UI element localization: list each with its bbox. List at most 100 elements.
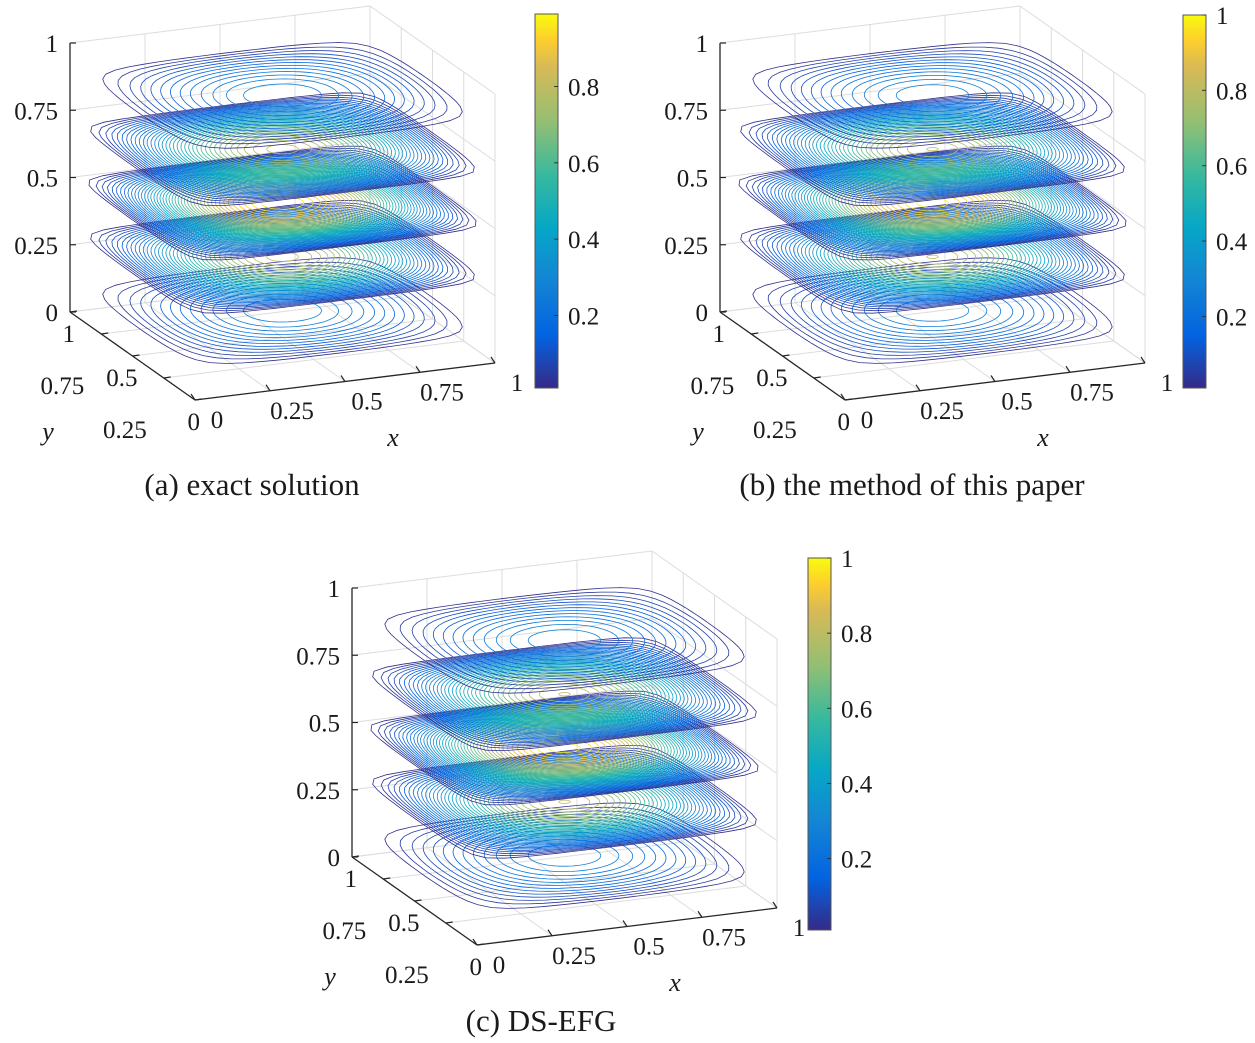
colorbar-tick-label: 0.8 — [841, 621, 872, 648]
contour-line — [380, 747, 749, 857]
contour-line — [157, 219, 408, 294]
contour-line — [88, 145, 477, 261]
contour-line — [469, 720, 660, 776]
colorbar-tick-label: 1 — [1216, 3, 1229, 30]
contour-line — [429, 708, 700, 788]
contour-line — [907, 248, 958, 265]
colorbar — [807, 557, 832, 931]
contour-line — [785, 105, 1080, 193]
z-tick-label: 0.25 — [14, 233, 58, 260]
contour-line — [171, 170, 394, 236]
contour-line — [797, 163, 1068, 243]
contour-line — [126, 102, 439, 196]
y-tick — [351, 855, 360, 858]
z-tick-label: 0.75 — [14, 98, 58, 125]
contour-line — [823, 116, 1042, 182]
contour-line — [835, 120, 1030, 179]
contour-line — [425, 652, 704, 736]
grid-line — [351, 617, 653, 656]
contour-line — [111, 206, 454, 308]
contour-line — [748, 202, 1117, 312]
z-tick-label: 0.5 — [309, 711, 340, 738]
contour-line — [98, 202, 467, 312]
contour-line — [509, 623, 620, 657]
slice-z-0.3 — [372, 744, 757, 859]
contour-line — [432, 762, 697, 841]
contour-line — [121, 101, 444, 197]
contour-line — [740, 199, 1125, 314]
contour-line — [230, 133, 335, 165]
z-tick-label: 1 — [46, 31, 59, 58]
contour-line — [207, 180, 358, 226]
contour-line — [192, 122, 373, 177]
contour-line — [98, 94, 467, 204]
contour-line — [196, 123, 369, 175]
grid-line — [651, 617, 778, 707]
slice-z-0.5 — [88, 145, 477, 261]
colorbar-tick-label: 0.6 — [568, 151, 599, 178]
contour-line — [398, 698, 731, 798]
x-tick — [190, 393, 196, 401]
contour-line — [243, 298, 322, 323]
slice-z-0.3 — [740, 199, 1125, 314]
contour-line — [830, 65, 1035, 126]
contour-line — [142, 107, 423, 191]
contour-line — [896, 138, 969, 160]
contour-line — [172, 116, 393, 182]
grid-line — [651, 550, 778, 640]
contour-line — [138, 106, 427, 192]
contour-line — [260, 196, 305, 210]
x-axis-label: x — [668, 968, 681, 997]
x-tick-label: 0 — [211, 407, 224, 434]
contour-line — [762, 152, 1103, 254]
x-tick-label: 0.75 — [1070, 379, 1114, 406]
contour-line — [810, 59, 1055, 132]
grid-line — [69, 72, 371, 111]
contour-line — [179, 65, 386, 126]
contour-line — [789, 106, 1076, 192]
x-tick-label: 1 — [1161, 370, 1174, 397]
contour-line — [882, 134, 983, 165]
x-tick-label: 0.75 — [420, 379, 464, 406]
z-tick-label: 0 — [696, 300, 709, 327]
contour-line — [492, 672, 637, 716]
contour-line — [421, 759, 708, 845]
contour-line — [169, 61, 396, 129]
contour-line — [134, 159, 431, 247]
contour-line — [558, 692, 571, 697]
y-tick-label: 0 — [838, 409, 851, 436]
contour-line — [781, 158, 1084, 248]
colorbar — [1182, 14, 1207, 389]
contour-line — [134, 213, 431, 301]
contour-line — [472, 613, 657, 668]
grid-line — [1019, 5, 1146, 95]
y-tick-label: 0.25 — [103, 417, 147, 444]
contour-line — [766, 153, 1099, 253]
x-tick — [1140, 356, 1146, 364]
y-tick-label: 0.5 — [756, 365, 787, 392]
contour-line — [442, 819, 687, 892]
contour-line — [200, 124, 365, 174]
slice-z-0.7 — [90, 92, 475, 207]
contour-line — [403, 754, 726, 850]
x-tick — [415, 365, 421, 373]
contour-line — [761, 98, 1104, 200]
contour-line — [196, 177, 369, 229]
z-tick-label: 0.25 — [296, 778, 340, 805]
contour-line — [452, 822, 677, 889]
contour-line — [539, 794, 590, 810]
contour-line — [863, 290, 1002, 332]
grid-line — [751, 296, 1052, 335]
contour-line — [810, 274, 1055, 347]
y-tick-label: 0.25 — [385, 962, 429, 989]
y-tick — [445, 921, 453, 924]
contour-line — [856, 126, 1009, 172]
grid-line — [369, 5, 496, 95]
contour-line — [161, 113, 404, 186]
y-tick-label: 0 — [470, 954, 483, 981]
contour-line — [462, 610, 667, 671]
contour-line — [780, 211, 1085, 302]
contour-line — [840, 68, 1025, 123]
contour-line — [888, 136, 977, 163]
contour-line — [797, 109, 1068, 190]
